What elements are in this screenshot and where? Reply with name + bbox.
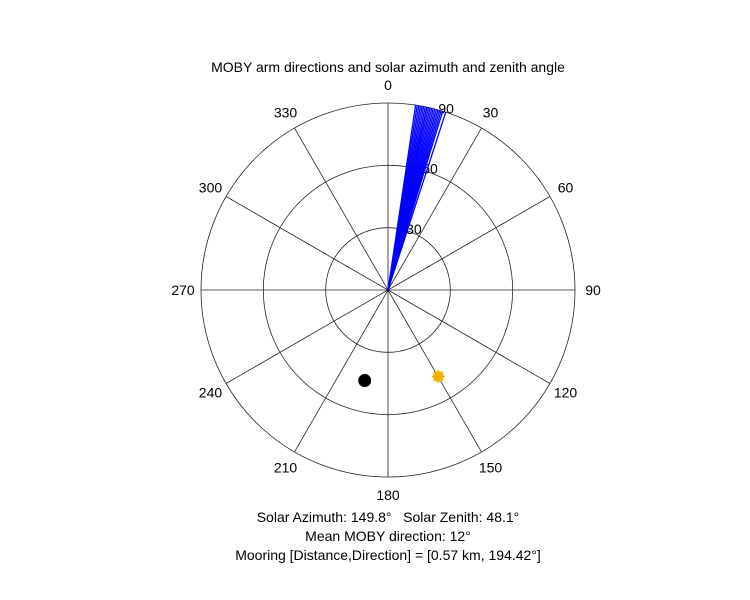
angular-tick-label-180: 180: [376, 487, 400, 503]
sun-marker-icon: [431, 369, 445, 383]
polar-grid: [200, 102, 576, 478]
chart-title: MOBY arm directions and solar azimuth an…: [211, 59, 565, 75]
grid-spoke-120: [387, 289, 551, 384]
angular-tick-label-120: 120: [554, 385, 578, 401]
mooring-marker: [358, 374, 372, 388]
radial-tick-label-30: 30: [406, 221, 422, 237]
sun-marker-ray: [433, 371, 439, 377]
position-markers: [358, 369, 445, 388]
angular-tick-label-270: 270: [171, 282, 195, 298]
grid-spoke-150: [387, 289, 482, 453]
angular-tick-label-210: 210: [274, 460, 298, 476]
angular-tick-label-90: 90: [585, 282, 601, 298]
angular-tick-labels: 0 30 60 90 120 150 180 210 240 270 300 330: [171, 77, 601, 503]
grid-spoke-330: [294, 127, 389, 291]
moby-arm-lines: [387, 104, 447, 291]
sun-marker-ray: [437, 371, 444, 377]
grid-spoke-240: [225, 289, 389, 384]
grid-spoke-210: [294, 289, 389, 453]
grid-spoke-30: [387, 127, 482, 291]
angular-tick-label-240: 240: [199, 385, 223, 401]
solar-angles-annotation: Solar Azimuth: 149.8° Solar Zenith: 48.1…: [257, 509, 520, 525]
grid-spoke-300: [225, 196, 389, 291]
angular-tick-label-300: 300: [199, 180, 223, 196]
angular-tick-label-30: 30: [483, 104, 499, 120]
angular-tick-label-150: 150: [479, 460, 503, 476]
mooring-annotation: Mooring [Distance,Direction] = [0.57 km,…: [235, 547, 541, 563]
angular-tick-label-60: 60: [558, 180, 574, 196]
sun-marker-ray: [437, 375, 444, 382]
angular-tick-label-330: 330: [274, 104, 298, 120]
mean-direction-annotation: Mean MOBY direction: 12°: [305, 528, 471, 544]
arm-line-20: [387, 111, 447, 291]
sun-marker-ray: [433, 375, 439, 382]
grid-spoke-60: [387, 196, 551, 291]
angular-tick-label-0: 0: [384, 77, 392, 93]
